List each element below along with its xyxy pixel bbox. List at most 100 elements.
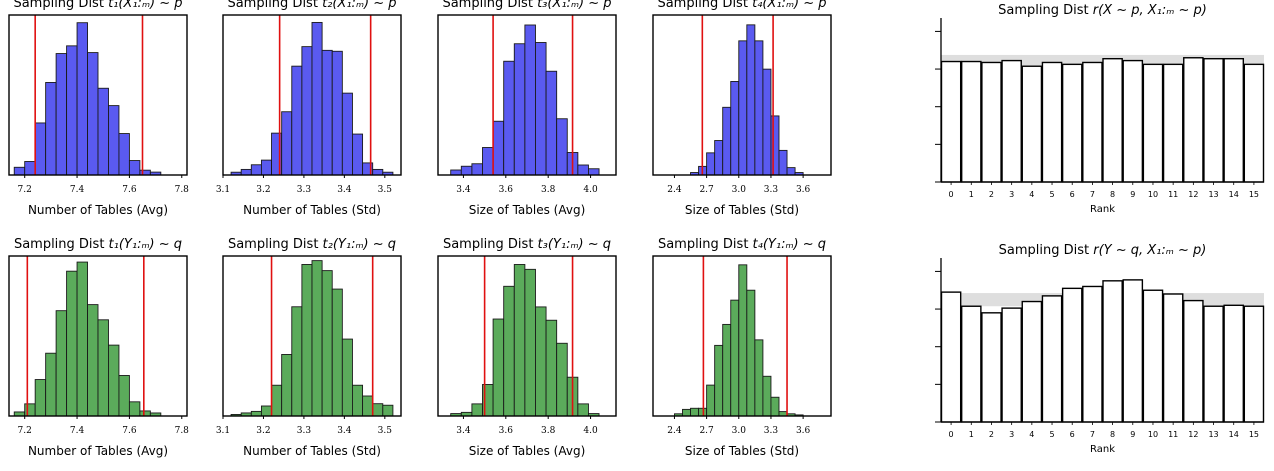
rank-bar xyxy=(1183,299,1204,423)
histogram-bar xyxy=(139,169,151,176)
x-tick-label: 7 xyxy=(1090,190,1095,199)
chart-title-text: Sampling Dist t₃(X₁:ₘ) ~ p xyxy=(442,0,611,11)
x-tick-label: 5 xyxy=(1049,190,1054,199)
rank-bar xyxy=(1102,58,1123,183)
histogram-panel-0: 7.2 7.4 7.6 7.8 Number of Tables (Avg) xyxy=(8,14,189,217)
x-tick-label: 7.8 xyxy=(175,426,190,436)
plot-frame xyxy=(652,255,832,417)
rank-bar xyxy=(1082,61,1103,183)
rank-bar xyxy=(1122,279,1144,423)
x-axis-label: Number of Tables (Std) xyxy=(243,444,381,458)
chart-title-text: Sampling Dist t₂(Y₁:ₘ) ~ q xyxy=(228,237,396,252)
chart-title-1: Sampling Dist t₂(X₁:ₘ) ~ p xyxy=(227,0,396,11)
histogram-bar xyxy=(271,384,283,417)
histogram-bar xyxy=(746,289,756,417)
histogram-bar xyxy=(524,24,536,176)
x-tick-label: 9 xyxy=(1130,190,1135,199)
histogram-bar xyxy=(76,22,88,176)
x-tick-label: 11 xyxy=(1168,430,1178,439)
histogram-bar xyxy=(108,344,120,417)
histogram-bar xyxy=(372,403,384,417)
histogram-bar xyxy=(108,105,120,176)
histogram-bar xyxy=(321,270,333,417)
histogram-bar xyxy=(24,161,36,176)
histogram-bar xyxy=(352,384,364,417)
x-tick-label: 11 xyxy=(1168,190,1178,199)
x-axis-label: Size of Tables (Std) xyxy=(685,444,799,458)
chart-title-prefix: Sampling Dist xyxy=(999,243,1094,258)
histogram-bar xyxy=(714,140,724,176)
histogram-bar xyxy=(13,166,26,176)
histogram-panel-7: 2.4 2.7 3.0 3.3 3.6 Size of Tables (Std) xyxy=(652,255,832,458)
histogram-bar xyxy=(311,21,323,176)
histogram-bar xyxy=(535,42,547,176)
chart-title-prefix: Sampling Dist xyxy=(658,237,753,252)
x-tick-label: 14 xyxy=(1229,190,1239,199)
histogram-bar xyxy=(139,410,151,417)
x-axis-label: Number of Tables (Avg) xyxy=(28,203,168,217)
histogram-bar xyxy=(66,270,78,417)
histogram-bar xyxy=(311,260,323,417)
x-tick-label: 7.6 xyxy=(122,426,137,436)
histogram-bar xyxy=(118,375,130,417)
chart-title-8: Sampling Dist r(X ~ p, X₁:ₘ ~ p) xyxy=(998,3,1207,18)
x-tick-label: 10 xyxy=(1148,190,1158,199)
rank-bar xyxy=(1021,300,1043,423)
x-tick-label: 3.4 xyxy=(456,426,471,436)
histogram-panel-6: 3.4 3.6 3.8 4.0 Size of Tables (Avg) xyxy=(437,255,617,458)
chart-title-math: t₂(X₁:ₘ) ~ p xyxy=(322,0,396,11)
rank-bar xyxy=(1223,58,1245,183)
histogram-bar xyxy=(524,268,536,417)
x-tick-label: 3.3 xyxy=(297,426,312,436)
chart-title-text: Sampling Dist t₄(X₁:ₘ) ~ p xyxy=(657,0,826,11)
x-tick-label: 7.2 xyxy=(18,426,32,436)
x-tick-label: 4.0 xyxy=(583,185,598,195)
x-tick-label: 8 xyxy=(1110,190,1115,199)
histogram-bar xyxy=(492,318,505,417)
histogram-bar xyxy=(45,352,57,417)
histogram-bar xyxy=(97,319,109,417)
x-tick-label: 15 xyxy=(1249,190,1259,199)
chart-title-math: t₄(Y₁:ₘ) ~ q xyxy=(753,237,827,252)
x-tick-label: 15 xyxy=(1249,430,1259,439)
x-tick-label: 3.6 xyxy=(499,426,514,436)
histogram-bar xyxy=(556,342,568,417)
rank-bar xyxy=(1021,65,1043,183)
histogram-bar xyxy=(291,65,303,176)
x-tick-label: 4.0 xyxy=(583,426,598,436)
chart-title-text: Sampling Dist t₂(X₁:ₘ) ~ p xyxy=(227,0,396,11)
histogram-panel-4: 7.2 7.4 7.6 7.8 Number of Tables (Avg) xyxy=(8,255,190,458)
histogram-bar xyxy=(482,147,494,176)
x-tick-label: 4 xyxy=(1029,430,1034,439)
x-tick-label: 6 xyxy=(1070,430,1075,439)
x-axis-label: Number of Tables (Std) xyxy=(243,203,381,217)
x-tick-label: 5 xyxy=(1049,430,1054,439)
x-tick-label: 9 xyxy=(1130,430,1135,439)
rank-bar xyxy=(940,291,962,423)
histogram-bar xyxy=(66,45,78,176)
x-tick-label: 3.2 xyxy=(256,185,270,195)
histogram-bar xyxy=(706,152,716,176)
histogram-bar xyxy=(34,379,47,417)
histogram-bar xyxy=(87,52,99,176)
rank-bar xyxy=(1243,63,1265,183)
histogram-bar xyxy=(577,164,589,176)
histogram-bar xyxy=(97,87,109,176)
x-tick-label: 3 xyxy=(1009,190,1014,199)
chart-title-text: Sampling Dist t₄(Y₁:ₘ) ~ q xyxy=(658,237,826,252)
plot-frame xyxy=(437,14,617,176)
x-tick-label: 3.3 xyxy=(297,185,312,195)
plot-frame xyxy=(8,255,188,417)
histogram-bar xyxy=(372,168,384,176)
x-tick-label: 2 xyxy=(989,430,994,439)
histogram-bar xyxy=(545,70,558,176)
rank-bar xyxy=(1041,61,1063,183)
histogram-bar xyxy=(690,407,700,417)
histogram-bar xyxy=(738,40,748,176)
histogram-bar xyxy=(722,323,732,417)
histogram-bar xyxy=(770,396,780,417)
histogram-bar xyxy=(545,319,558,417)
rank-bar xyxy=(1162,293,1184,423)
x-tick-label: 3.3 xyxy=(764,185,779,195)
